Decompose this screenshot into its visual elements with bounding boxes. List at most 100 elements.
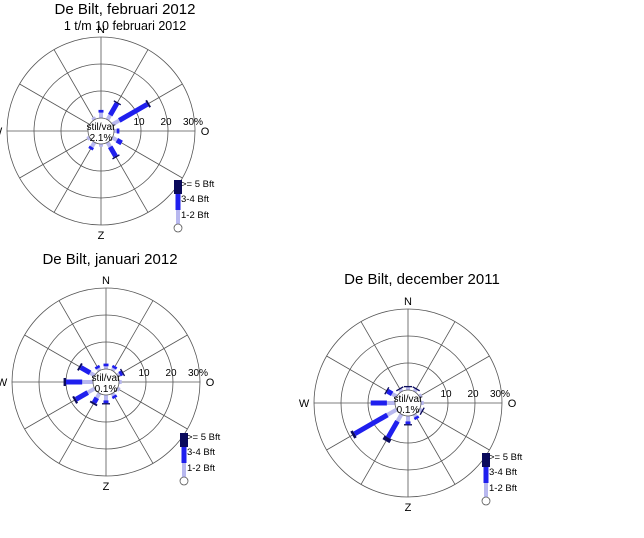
wind-rose-feb-2012-panel: De Bilt, februari 2012 1 t/m 10 februari…: [0, 0, 250, 242]
grid-spoke: [419, 409, 490, 451]
grid-spoke: [419, 355, 490, 397]
wind-bar-150-34bft: [108, 145, 118, 158]
wind-bar-60-5bft: [119, 368, 126, 377]
legend-label-weak: 1-2 Bft: [489, 483, 517, 494]
grid-spoke: [117, 334, 188, 376]
ring-label: 10: [440, 389, 452, 400]
legend-swatch-strong: [482, 453, 490, 467]
wind-bar-330-12bft: [91, 116, 97, 121]
ring-label: 10: [138, 368, 150, 379]
wind-bar-330-5bft: [396, 386, 404, 392]
wind-bar-60-12bft: [111, 118, 121, 127]
legend-swatch-moderate: [483, 467, 489, 483]
wind-bar-30-5bft: [113, 100, 122, 106]
grid-spoke: [117, 388, 188, 430]
legend-calm-circle: [179, 476, 189, 486]
wind-bar-210-12bft: [395, 413, 404, 423]
wind-bar-330-34bft: [94, 364, 101, 370]
grid-spoke: [58, 393, 100, 464]
chart-subtitle: 1 t/m 10 februari 2012: [63, 19, 187, 33]
grid-spoke: [19, 137, 90, 179]
calm-label: stil/var: [92, 373, 122, 384]
ring-label: 20: [165, 368, 177, 379]
wind-bar-150-12bft: [412, 413, 418, 418]
wind-bar-300-5bft: [77, 362, 83, 371]
calm-circle: [87, 117, 115, 145]
grid-spoke: [414, 321, 456, 392]
wind-bar-60-12bft: [116, 372, 121, 378]
wind-bar-150-34bft: [111, 394, 118, 400]
wind-bar-30-34bft: [108, 102, 120, 117]
compass-label-w: W: [299, 398, 310, 410]
compass-label-n: N: [97, 24, 105, 36]
wind-bar-300-5bft: [384, 386, 390, 395]
wind-bar-150-12bft: [110, 392, 116, 397]
chart-title: De Bilt, januari 2012: [42, 251, 178, 268]
wind-bar-150-34bft: [413, 415, 420, 421]
compass-label-w: W: [0, 126, 3, 138]
wind-bar-240-34bft: [353, 412, 389, 436]
wind-bar-30-5bft: [412, 386, 420, 392]
chart-title: De Bilt, februari 2012: [54, 1, 196, 18]
wind-bar-30-12bft: [105, 114, 112, 121]
wind-bar-300-12bft: [391, 392, 398, 399]
wind-bar-120-12bft: [116, 386, 121, 392]
legend-label-weak: 1-2 Bft: [181, 210, 209, 221]
legend-label-moderate: 3-4 Bft: [181, 194, 209, 205]
compass-label-z: Z: [103, 481, 110, 493]
calm-value: 0.1%: [397, 405, 420, 416]
grid-spoke: [53, 49, 95, 120]
legend-swatch-strong: [180, 433, 188, 447]
wind-bar-120-12bft: [418, 407, 423, 413]
wind-bar-240-12bft: [86, 386, 96, 395]
wind-bar-60-12bft: [418, 393, 423, 399]
legend-swatch-weak: [176, 210, 180, 224]
wind-bar-120-34bft: [115, 138, 123, 146]
wind-bar-330-12bft: [96, 367, 102, 372]
wind-bar-240-12bft: [386, 407, 398, 417]
wind-bar-210-34bft: [88, 145, 94, 151]
grid-spoke: [360, 321, 402, 392]
grid-spoke: [19, 83, 90, 125]
compass-label-w: W: [0, 377, 8, 389]
legend-label-moderate: 3-4 Bft: [187, 447, 215, 458]
wind-bar-240-34bft: [74, 390, 89, 402]
grid-spoke: [58, 300, 100, 371]
legend-label-strong: >= 5 Bft: [181, 179, 215, 190]
legend-swatch-moderate: [175, 194, 181, 210]
compass-label-n: N: [102, 275, 110, 287]
legend-label-weak: 1-2 Bft: [187, 463, 215, 474]
compass-label-z: Z: [405, 502, 412, 514]
legend-label-moderate: 3-4 Bft: [489, 467, 517, 478]
wind-bar-210-12bft: [90, 141, 97, 148]
wind-bar-60-34bft: [118, 102, 149, 123]
legend-calm-circle: [173, 223, 183, 233]
calm-value: 0.1%: [95, 384, 118, 395]
legend-swatch-strong: [174, 180, 182, 194]
calm-value: 2.1%: [90, 133, 113, 144]
compass-label-n: N: [404, 296, 412, 308]
grid-spoke: [53, 142, 95, 213]
wind-bar-150-5bft: [112, 154, 120, 160]
grid-spoke: [414, 414, 456, 485]
wind-bar-210-34bft: [91, 396, 99, 404]
compass-label-z: Z: [98, 230, 105, 242]
wind-bar-300-34bft: [79, 365, 92, 375]
wind-bar-330-12bft: [398, 388, 404, 393]
wind-bar-120-12bft: [111, 135, 118, 142]
legend-swatch-moderate: [181, 447, 187, 463]
wind-bar-210-5bft: [89, 400, 98, 407]
legend-label-strong: >= 5 Bft: [489, 452, 523, 463]
wind-bar-30-12bft: [110, 367, 116, 372]
wind-bar-210-12bft: [95, 392, 102, 399]
legend-label-strong: >= 5 Bft: [187, 432, 221, 443]
wind-bar-30-34bft: [111, 364, 118, 370]
wind-bar-210-34bft: [385, 420, 400, 439]
compass-label-o: O: [206, 377, 215, 389]
grid-spoke: [326, 355, 397, 397]
wind-bar-60-34bft: [118, 370, 124, 377]
wind-bar-240-5bft: [72, 395, 79, 404]
ring-label: 30%: [183, 117, 203, 128]
